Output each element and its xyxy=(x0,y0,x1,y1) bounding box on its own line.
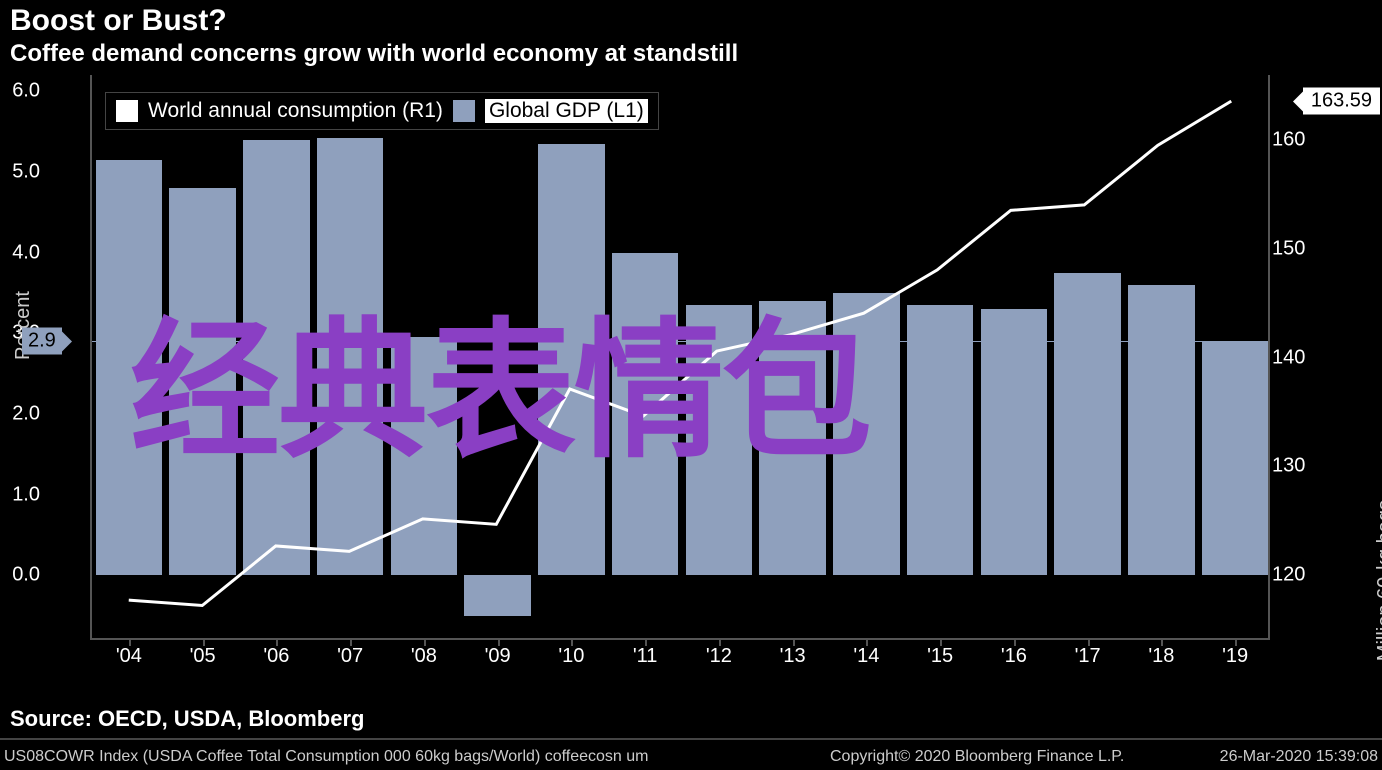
y-left-tick: 4.0 xyxy=(0,241,40,264)
x-tick-label: '11 xyxy=(633,645,658,668)
left-axis-callout: 2.9 xyxy=(22,328,62,355)
footer-copyright: Copyright© 2020 Bloomberg Finance L.P. xyxy=(830,748,1124,766)
y-axis-right-label: Million 60-kg bags xyxy=(1374,500,1382,661)
footer-divider xyxy=(0,738,1382,740)
watermark-overlay-text: 经典表情包 xyxy=(130,270,870,487)
x-tick-label: '05 xyxy=(190,645,216,668)
x-tick-label: '14 xyxy=(853,645,879,668)
y-right-tick: 150 xyxy=(1272,237,1332,260)
x-tick-label: '10 xyxy=(558,645,584,668)
right-axis-callout: 163.59 xyxy=(1303,88,1380,115)
y-left-tick: 6.0 xyxy=(0,80,40,103)
x-tick-label: '18 xyxy=(1148,645,1174,668)
x-tick-label: '04 xyxy=(116,645,142,668)
x-tick-label: '17 xyxy=(1075,645,1101,668)
legend-label-bar: Global GDP (L1) xyxy=(485,99,648,123)
y-left-tick: 2.0 xyxy=(0,403,40,426)
chart-source: Source: OECD, USDA, Bloomberg xyxy=(10,706,364,732)
y-right-tick: 130 xyxy=(1272,455,1332,478)
footer-index-text: US08COWR Index (USDA Coffee Total Consum… xyxy=(4,748,648,766)
x-tick-label: '06 xyxy=(263,645,289,668)
chart-subtitle: Coffee demand concerns grow with world e… xyxy=(10,40,738,68)
y-left-tick: 1.0 xyxy=(0,483,40,506)
x-tick-label: '16 xyxy=(1001,645,1027,668)
x-tick-label: '08 xyxy=(411,645,437,668)
x-tick-label: '19 xyxy=(1222,645,1248,668)
y-right-tick: 120 xyxy=(1272,563,1332,586)
footer-timestamp: 26-Mar-2020 15:39:08 xyxy=(1220,748,1378,766)
chart-legend: World annual consumption (R1) Global GDP… xyxy=(105,92,659,130)
y-left-tick: 0.0 xyxy=(0,564,40,587)
y-left-tick: 5.0 xyxy=(0,160,40,183)
chart-title: Boost or Bust? xyxy=(10,4,227,38)
y-right-tick: 160 xyxy=(1272,129,1332,152)
legend-swatch-bar xyxy=(453,100,475,122)
legend-label-line: World annual consumption (R1) xyxy=(148,99,443,123)
x-tick-label: '09 xyxy=(485,645,511,668)
legend-swatch-line xyxy=(116,100,138,122)
x-tick-label: '12 xyxy=(706,645,732,668)
x-tick-label: '13 xyxy=(780,645,806,668)
y-right-tick: 140 xyxy=(1272,346,1332,369)
x-tick-label: '07 xyxy=(337,645,363,668)
x-tick-label: '15 xyxy=(927,645,953,668)
